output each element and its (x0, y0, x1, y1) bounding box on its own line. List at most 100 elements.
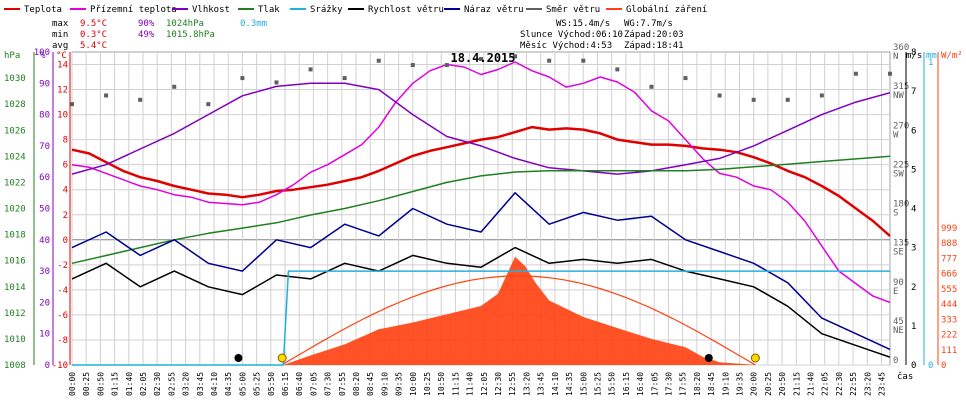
tick-label-time: 10:00 (409, 372, 418, 396)
tick-label-wind-dir: S (893, 209, 898, 219)
tick-label-wind-speed: 3 (911, 244, 916, 254)
tick-label-time: 03:45 (196, 372, 205, 396)
tick-label-time: 10:50 (437, 372, 446, 396)
tick-label-time: 12:05 (480, 372, 489, 396)
axis-unit-mm: mm (926, 51, 937, 61)
tick-label-time: 19:35 (735, 372, 744, 396)
wind-direction-point (853, 71, 858, 76)
stat-max-hum: 90% (138, 19, 155, 29)
stat-avg-label: avg (52, 41, 68, 51)
tick-label-wind-dir: 360 (893, 43, 909, 53)
tick-label-time: 19:10 (721, 372, 730, 396)
tick-label-pressure: 1010 (4, 335, 26, 345)
tick-label-pressure: 1012 (4, 309, 26, 319)
axis-unit-pct: % (40, 51, 46, 61)
legend-label-vlhkost: Vlhkost (192, 5, 230, 15)
tick-label-time: 15:00 (579, 372, 588, 396)
wind-direction-point (547, 58, 552, 63)
info-block: WS:15.4m/s WG:7.7m/s Slunce Východ:06:10… (520, 19, 684, 51)
series-line-tlak (71, 155, 891, 265)
tick-label-wind-speed: 6 (911, 126, 916, 136)
tick-label-time: 13:45 (537, 372, 546, 396)
tick-label-time: 16:15 (622, 372, 631, 396)
tick-label-temp: 4 (63, 186, 68, 196)
stat-min-temp: 0.3°C (80, 30, 107, 40)
wind-direction-point (444, 63, 449, 68)
tick-label-wind-dir: 180 (893, 200, 909, 210)
tick-label-humidity: 50 (39, 205, 50, 215)
tick-label-radiation: 888 (941, 239, 957, 249)
tick-label-time: 05:50 (267, 372, 276, 396)
tick-label-time: 11:15 (451, 372, 460, 396)
legend-label-rychlost: Rychlost větru (368, 5, 444, 15)
tick-label-wind-dir: SE (893, 248, 904, 258)
tick-label-wind-dir: SW (893, 169, 904, 179)
moonset-marker (704, 354, 713, 362)
stat-max-temp: 9.5°C (80, 19, 107, 29)
tick-label-wind-dir: NW (893, 91, 904, 101)
tick-label-time: 04:35 (224, 372, 233, 396)
tick-label-temp: 8 (63, 136, 68, 146)
legend-label-srazky: Srážky (310, 5, 343, 15)
wind-direction-point (274, 80, 279, 85)
tick-label-radiation: 333 (941, 315, 957, 325)
legend: Teplota Přízemní teplota Vlhkost Tlak Sr… (4, 5, 707, 15)
info-sun-set: Západ:20:03 (624, 30, 684, 40)
tick-label-time: 02:05 (139, 372, 148, 396)
wind-direction-point (683, 76, 688, 81)
tick-label-rain: 1 (928, 58, 933, 68)
tick-label-wind-dir: 225 (893, 160, 909, 170)
moonrise-marker (234, 354, 243, 362)
tick-label-time: 00:50 (96, 372, 105, 396)
tick-label-wind-dir: 90 (893, 278, 904, 288)
wind-direction-point (751, 97, 756, 102)
wind-direction-point (819, 93, 824, 98)
legend-label-teplota: Teplota (24, 5, 62, 15)
tick-label-time: 06:40 (295, 372, 304, 396)
tick-label-time: 15:50 (608, 372, 617, 396)
tick-label-radiation: 777 (941, 254, 957, 264)
tick-label-pressure: 1028 (4, 100, 26, 110)
tick-label-humidity: 40 (39, 236, 50, 246)
wind-direction-point (513, 54, 518, 59)
tick-label-pressure: 1018 (4, 231, 26, 241)
tick-label-time: 01:40 (125, 372, 134, 396)
info-sun-rise: Slunce Východ:06:10 (520, 30, 623, 40)
info-moon-rise: Měsíc Východ:4:53 (520, 41, 612, 51)
tick-label-time: 17:55 (679, 372, 688, 396)
tick-label-time: 05:25 (253, 372, 262, 396)
wind-direction-point (615, 67, 620, 72)
tick-label-time: 06:15 (281, 372, 290, 396)
tick-label-temp: 14 (57, 61, 68, 71)
tick-label-time: 14:35 (565, 372, 574, 396)
tick-label-time: 15:25 (593, 372, 602, 396)
tick-label-radiation: 111 (941, 346, 957, 356)
wind-direction-point (479, 56, 483, 61)
tick-label-pressure: 1016 (4, 257, 26, 267)
series-line-nrazvtru (71, 192, 891, 351)
axis-unit-ms: m/s (906, 51, 922, 61)
tick-label-time: 12:30 (494, 372, 503, 396)
tick-label-time: 00:25 (82, 372, 91, 396)
tick-label-wind-speed: 8 (911, 48, 916, 58)
tick-label-time: 18:20 (693, 372, 702, 396)
series-line-teplota (71, 125, 891, 237)
chart-title: 18.4.2015 (450, 51, 515, 65)
tick-label-time: 22:05 (821, 372, 830, 396)
tick-label-time: 20:00 (750, 372, 759, 396)
tick-label-wind-speed: 0 (911, 361, 916, 371)
tick-label-wind-dir: 45 (893, 317, 904, 327)
tick-label-temp: 0 (63, 236, 68, 246)
wind-direction-point (649, 84, 654, 89)
series-line-vlhkost (71, 82, 891, 175)
tick-label-time: 16:40 (636, 372, 645, 396)
tick-label-time: 00:00 (68, 372, 77, 396)
tick-label-temp: 2 (63, 211, 68, 221)
tick-label-pressure: 1020 (4, 205, 26, 215)
tick-label-time: 20:25 (764, 372, 773, 396)
tick-label-radiation: 444 (941, 300, 957, 310)
stat-max-rain: 0.3mm (240, 19, 267, 29)
tick-label-time: 11:40 (466, 372, 475, 396)
tick-label-time: 18:45 (707, 372, 716, 396)
sun-arc-line (281, 275, 756, 366)
